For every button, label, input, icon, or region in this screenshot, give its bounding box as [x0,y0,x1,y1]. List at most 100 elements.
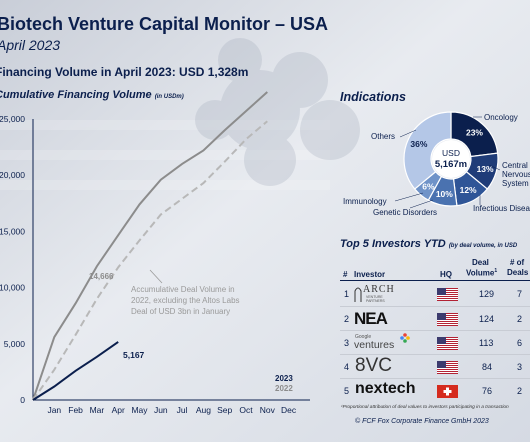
altos-note-line-1: Accumulative Deal Volume in [131,285,235,294]
leader-line [409,199,434,209]
rank-cell: 4 [344,362,350,372]
y-tick-label: 25,000 [0,114,25,124]
donut-slice-label: 13% [477,164,494,174]
ch-flag-icon [437,385,458,398]
rank-cell: 1 [344,289,350,299]
google-ventures-mark-icon [400,333,410,343]
x-tick-label: Mar [90,405,105,415]
leader-line [394,192,424,202]
header-investor: Investor [354,270,386,279]
annotation-arrow [149,269,163,284]
label-2022-value: 14,666 [89,272,114,281]
table-row: 2 NEA 124 2 [340,306,530,331]
y-tick-label: 0 [20,395,25,405]
table-row: 4 8VC 84 3 [340,354,530,379]
donut-slice-label: 10% [436,189,453,199]
cumulative-unit: (in USDm) [154,94,184,100]
nea-logo-text: NEA [354,309,388,328]
donut-center-line-2: 5,167m [435,159,467,170]
page-title: Biotech Venture Capital Monitor – USA [0,14,329,34]
volume-cell: 113 [479,338,494,348]
header-hq: HQ [440,270,452,279]
cumulative-title-text: Cumulative Financing Volume [0,89,152,101]
label-immunology: Immunology [343,197,387,206]
top-investors-title-note: (by deal volume, in USD [448,243,518,249]
x-tick-label: May [131,405,148,415]
deals-cell: 6 [517,338,523,348]
y-tick-label: 20,000 [0,170,25,180]
page-subtitle: April 2023 [0,37,61,53]
header-rank: # [343,270,348,279]
us-flag-icon [437,361,458,374]
label-2023-value: 5,167 [123,350,145,360]
rank-cell: 5 [344,386,350,396]
x-tick-label: Aug [196,405,211,415]
donut-slice [403,111,452,190]
top-investors-title: Top 5 Investors YTD (by deal volume, in … [340,238,517,250]
8vc-logo-text: 8VC [355,355,392,376]
arch-logo-sub: VENTURE PARTNERS [366,295,385,303]
arch-symbol-icon [354,287,362,302]
deals-cell: 2 [517,314,523,324]
x-tick-label: Dec [281,405,297,415]
y-tick-label: 5,000 [4,339,26,349]
leader-line [488,164,501,171]
volume-cell: 124 [479,314,495,324]
financing-volume-headline: Financing Volume in April 2023: USD 1,32… [0,65,249,79]
series-line-2022 [32,91,268,401]
copyright: © FCF Fox Corporate Finance GmbH 2023 [355,418,489,425]
altos-note-line-3: Deal of USD 3bn in January [131,307,231,316]
x-tick-label: Jul [177,405,188,415]
us-flag-icon [437,337,458,350]
table-row: 5 nextech 76 2 [340,378,530,403]
header-volume-text: Volume [466,268,495,278]
header-volume-1: Deal [472,258,489,267]
header-divider [340,280,530,281]
google-ventures-text: ventures [354,339,395,351]
donut-slice-label: 23% [466,127,483,137]
x-tick-label: Feb [68,405,83,415]
table-row: 3 Google ventures 113 6 [340,330,530,355]
donut-center [432,140,470,178]
header-volume-sup: 1 [494,268,498,274]
x-tick-label: Nov [260,405,276,415]
series-line-2023 [32,341,119,401]
label-infectious: Infectious Disea [473,204,530,213]
year-2022-label: 2022 [275,384,293,393]
label-oncology: Oncology [484,113,518,122]
donut-center-line-1: USD [442,148,460,158]
donut-slice-label: 12% [460,185,477,195]
volume-cell: 129 [479,289,495,299]
label-others: Others [371,132,396,141]
leader-line [399,129,417,138]
y-tick-label: 10,000 [0,283,25,293]
deals-cell: 3 [517,362,523,372]
label-cns-3: System [502,179,529,188]
indications-title: Indications [340,90,406,104]
x-tick-label: Sep [217,405,232,415]
deals-cell: 7 [517,289,523,299]
series-line-2022-excl-altos [32,120,268,401]
rank-cell: 2 [344,314,350,324]
deals-cell: 2 [517,386,523,396]
arch-logo-text: ARCH [363,284,395,295]
cumulative-chart-title: Cumulative Financing Volume (in USDm) [0,89,184,101]
header-deals-2: Deals [507,268,529,277]
label-cns-2: Nervous [502,170,530,179]
top-investors-title-text: Top 5 Investors YTD [340,238,446,250]
label-genetic: Genetic Disorders [373,208,438,217]
nextech-logo-text: nextech [355,380,416,397]
x-tick-label: Jun [154,405,168,415]
header-deals-1: # of [510,258,525,267]
donut-slice-label: 6% [422,181,435,191]
volume-cell: 76 [482,386,493,396]
volume-cell: 84 [482,362,493,372]
us-flag-icon [437,313,458,326]
year-2023-label: 2023 [275,374,293,383]
label-cns-1: Central [502,161,528,170]
table-row: 1 ARCH VENTURE PARTNERS 129 7 [340,282,530,306]
x-tick-label: Oct [239,405,253,415]
donut-slice-label: 36% [410,139,427,149]
